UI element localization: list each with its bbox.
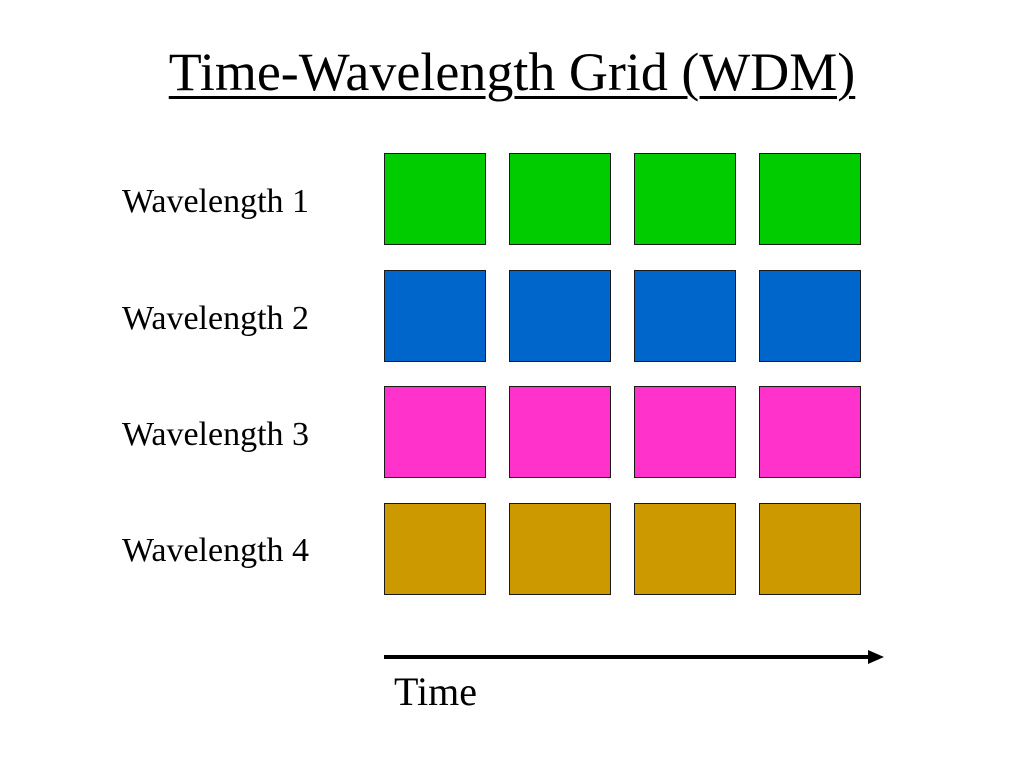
wavelength-3-slot-2: [509, 386, 611, 478]
slide-title: Time-Wavelength Grid (WDM): [168, 42, 856, 102]
wavelength-2-label: Wavelength 2: [122, 300, 310, 337]
time-axis-arrow: [384, 650, 884, 664]
time-axis-arrowhead: [868, 650, 884, 664]
wavelength-2-slot-1: [384, 270, 486, 362]
wavelength-4-slot-4: [759, 503, 861, 595]
wavelength-1-slot-2: [509, 153, 611, 245]
wavelength-3-slot-3: [634, 386, 736, 478]
wavelength-1-slot-1: [384, 153, 486, 245]
wavelength-4-slot-1: [384, 503, 486, 595]
wavelength-3-slot-1: [384, 386, 486, 478]
wavelength-3-label: Wavelength 3: [122, 416, 310, 453]
wavelength-1-slot-4: [759, 153, 861, 245]
wavelength-4-slot-2: [509, 503, 611, 595]
wavelength-2-slot-2: [509, 270, 611, 362]
wavelength-4-label: Wavelength 4: [122, 532, 310, 569]
wavelength-1-slot-3: [634, 153, 736, 245]
wavelength-2-slot-4: [759, 270, 861, 362]
wavelength-4-slot-3: [634, 503, 736, 595]
wavelength-1-label: Wavelength 1: [122, 183, 310, 220]
wavelength-3-slot-4: [759, 386, 861, 478]
wavelength-2-slot-3: [634, 270, 736, 362]
time-axis-label: Time: [394, 669, 478, 714]
